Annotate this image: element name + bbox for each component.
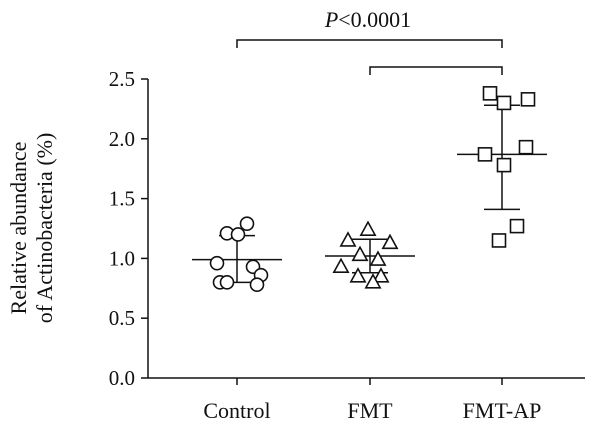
data-point-square (518, 139, 534, 155)
data-point-square (482, 86, 498, 101)
data-point-circle (219, 275, 235, 290)
data-point-circle (209, 255, 225, 271)
data-point-triangle (332, 257, 350, 274)
group-fmt (325, 220, 415, 289)
y-tick-label: 2.0 (109, 127, 135, 151)
data-point-triangle (359, 220, 377, 236)
data-point-triangle (339, 231, 357, 247)
p-value-annotation: P<0.0001 (324, 7, 411, 32)
data-point-triangle (372, 267, 390, 283)
data-point-square (496, 157, 512, 173)
p-value-text: <0.0001 (338, 7, 411, 32)
y-tick-label: 2.5 (109, 67, 135, 91)
y-axis-title-line-1: Relative abundance (6, 142, 31, 315)
data-point-square (520, 92, 536, 107)
data-point-triangle (351, 245, 369, 262)
comparison-bracket (236, 39, 503, 48)
data-point-square (477, 147, 493, 162)
x-tick-label: FMT-AP (463, 398, 542, 423)
y-axis-title-line-2: of Actinobacteria (%) (32, 133, 57, 324)
data-groups (192, 86, 547, 293)
axes: 0.0 0.5 1.0 1.5 2.0 2.5 Control FMT FMT-AP (109, 67, 585, 423)
y-axis-title: Relative abundance of Actinobacteria (%) (6, 133, 57, 324)
data-point-circle (230, 227, 246, 242)
y-tick-label: 0.5 (109, 306, 135, 330)
data-point-circle (249, 277, 265, 293)
data-point-square (491, 233, 507, 248)
data-point-circle (239, 216, 255, 232)
comparison-bracket (369, 66, 503, 75)
y-tick-label: 1.0 (109, 246, 135, 270)
data-point-triangle (349, 267, 367, 283)
significance-brackets: P<0.0001 (236, 7, 503, 75)
data-point-triangle (381, 233, 399, 250)
p-value-symbol: P (324, 7, 338, 32)
x-tick-label: Control (203, 398, 270, 423)
data-point-square (509, 218, 525, 234)
y-tick-label: 1.5 (109, 187, 135, 211)
data-point-triangle (364, 273, 382, 289)
x-tick-label: FMT (347, 398, 393, 423)
y-tick-label: 0.0 (109, 366, 135, 390)
group-control (192, 216, 282, 293)
data-point-square (496, 95, 512, 111)
group-fmt-ap (457, 86, 547, 248)
data-point-triangle (369, 250, 387, 266)
